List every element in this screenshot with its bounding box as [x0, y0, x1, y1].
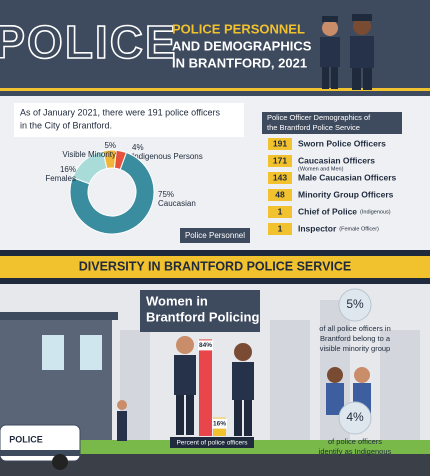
- women-title: Brantford Policing: [146, 309, 259, 324]
- women-title: Women in: [146, 293, 208, 308]
- stat-value: 5%: [346, 297, 364, 311]
- bar-label: 84%: [199, 342, 212, 349]
- row-label: Caucasian Officers: [298, 155, 375, 165]
- table-title: the Brantford Police Service: [267, 123, 360, 132]
- segment-value: 75%: [158, 190, 174, 199]
- stat-text: visible minority group: [320, 344, 390, 353]
- value-badge: [268, 155, 292, 167]
- row-label: Inspector: [298, 223, 337, 233]
- row-label: Male Caucasian Officers: [298, 172, 397, 182]
- segment-value: 4%: [132, 143, 144, 152]
- segment-label: Females: [45, 174, 76, 183]
- row-value: 1: [278, 223, 283, 233]
- road: [0, 454, 430, 476]
- donut-segment: [69, 151, 155, 235]
- segment-label: Indigenous Persons: [132, 152, 203, 161]
- officers-illustration: [320, 14, 374, 90]
- donut-chart: 4%Indigenous Persons 75%Caucasian 16%Femal…: [45, 141, 203, 235]
- stat-circle: [338, 401, 372, 435]
- row-value: 171: [273, 155, 287, 165]
- banner-bg: [0, 256, 430, 278]
- row-note: (Indigenous): [360, 209, 391, 215]
- row-note: (Women and Men): [298, 166, 344, 172]
- bar-label-bg: [198, 340, 213, 351]
- row-label: Sworn Police Officers: [298, 138, 386, 148]
- row-value: 191: [273, 138, 287, 148]
- stat-circle: [338, 288, 372, 322]
- city-background: [120, 300, 420, 440]
- caption-box: [180, 228, 250, 243]
- row-value: 143: [273, 172, 287, 182]
- segment-label: Visible Minority: [62, 150, 116, 159]
- table-title: Police Officer Demographics of: [267, 113, 371, 122]
- summary-line: in the City of Brantford.: [20, 120, 112, 130]
- title-line: AND DEMOGRAPHICS: [172, 38, 312, 53]
- police-car: [0, 424, 81, 470]
- title-line: IN BRANTFORD, 2021: [172, 55, 307, 70]
- row-value: 1: [278, 206, 283, 216]
- row-label: Chief of Police: [298, 206, 357, 216]
- stat-text: Brantford belong to a: [320, 334, 391, 343]
- summary-box: [14, 103, 244, 137]
- stat-text: of police officers: [328, 437, 382, 446]
- value-badge: [268, 223, 292, 235]
- value-badge: [268, 172, 292, 184]
- axis-label: Percent of police officers: [176, 440, 248, 447]
- officers-scene: [117, 336, 371, 441]
- bar: [199, 339, 212, 436]
- stat-text: of all police officers in: [319, 324, 391, 333]
- logo: POLICE: [0, 16, 178, 68]
- bar-label: 16%: [213, 420, 226, 427]
- axis-label-bg: [170, 437, 254, 448]
- stat-value: 4%: [346, 410, 364, 424]
- donut-segment: [102, 149, 117, 170]
- summary: As of January 2021, there were 191 polic…: [20, 107, 220, 130]
- value-badge: [268, 206, 292, 218]
- row-note: (Female Officer): [339, 226, 379, 232]
- donut-caption: Police Personnel: [185, 231, 245, 240]
- header-title: POLICE PERSONNEL AND DEMOGRAPHICS IN BRANT…: [172, 21, 312, 70]
- row-label: Minority Group Officers: [298, 189, 394, 199]
- bar-label-bg: [212, 418, 227, 429]
- segment-label: Caucasian: [158, 199, 196, 208]
- row-value: 48: [275, 189, 285, 199]
- segment-value: 5%: [104, 141, 116, 150]
- value-badge: [268, 138, 292, 150]
- women-title-box: [140, 290, 260, 332]
- segment-value: 16%: [60, 165, 76, 174]
- header-stripe: [0, 88, 430, 91]
- banner: DIVERSITY IN BRANTFORD POLICE SERVICE: [79, 259, 352, 273]
- title-line: POLICE PERSONNEL: [172, 21, 305, 36]
- value-badge: [268, 189, 292, 201]
- building: [0, 312, 118, 440]
- summary-line: As of January 2021, there were 191 polic…: [20, 107, 220, 117]
- table-header: [262, 112, 402, 134]
- car-label: POLICE: [9, 434, 43, 444]
- stat-text: identify as Indigenous: [319, 447, 392, 456]
